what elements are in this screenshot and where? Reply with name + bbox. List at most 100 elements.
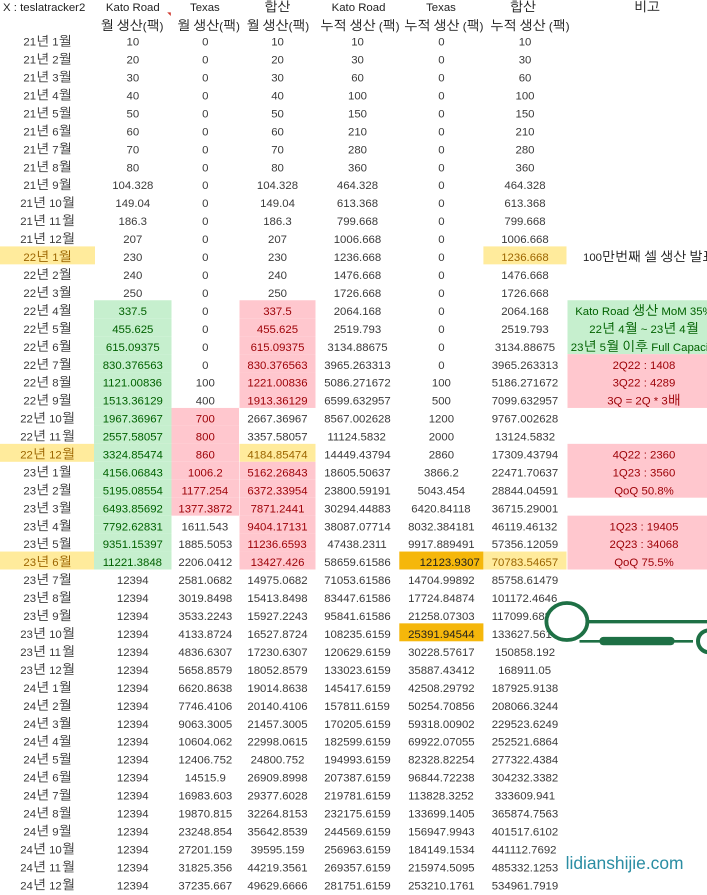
svg-text:441112.7692: 441112.7692 [492, 844, 557, 856]
svg-text:6420.84118: 6420.84118 [411, 503, 470, 515]
svg-text:85758.61479: 85758.61479 [492, 575, 559, 587]
svg-text:1885.5053: 1885.5053 [178, 539, 232, 551]
svg-text:0: 0 [202, 109, 208, 121]
svg-text:0: 0 [438, 180, 444, 192]
svg-text:8: 8 [52, 593, 58, 605]
svg-text:2Q: 2Q [635, 396, 650, 408]
svg-text:230: 230 [123, 252, 142, 264]
svg-text:170205.6159: 170205.6159 [324, 719, 391, 731]
svg-text:(: ( [143, 21, 147, 33]
svg-text:23: 23 [23, 467, 36, 479]
svg-text:207387.6159: 207387.6159 [324, 773, 391, 785]
svg-text:277322.4384: 277322.4384 [492, 755, 559, 767]
svg-text:21: 21 [23, 144, 36, 156]
svg-text:12394: 12394 [117, 737, 149, 749]
svg-text:615.09375: 615.09375 [251, 342, 305, 354]
svg-text:6620.8638: 6620.8638 [178, 683, 232, 695]
svg-text:24: 24 [20, 862, 33, 874]
svg-text:1006.668: 1006.668 [501, 234, 549, 246]
svg-text:12394: 12394 [117, 862, 149, 874]
svg-text:365874.7563: 365874.7563 [492, 809, 559, 821]
svg-text:2Q22: 2Q22 [613, 360, 641, 372]
svg-text:4289: 4289 [650, 378, 675, 390]
svg-text:8: 8 [52, 378, 58, 390]
svg-text:252521.6864: 252521.6864 [492, 737, 559, 749]
svg-text:32264.8153: 32264.8153 [247, 809, 307, 821]
svg-text:208066.3244: 208066.3244 [492, 701, 559, 713]
svg-text:0: 0 [438, 198, 444, 210]
svg-text:26909.8998: 26909.8998 [247, 773, 307, 785]
svg-text:12394: 12394 [117, 701, 149, 713]
svg-text:281751.6159: 281751.6159 [324, 880, 391, 892]
svg-text:16983.603: 16983.603 [178, 791, 232, 803]
svg-text:21: 21 [23, 126, 36, 138]
svg-text:18605.50637: 18605.50637 [324, 467, 391, 479]
svg-text:3533.2243: 3533.2243 [178, 611, 232, 623]
svg-text:5043.454: 5043.454 [418, 485, 466, 497]
svg-text:244569.6159: 244569.6159 [324, 827, 391, 839]
svg-text:69922.07055: 69922.07055 [408, 737, 475, 749]
svg-text:4836.6307: 4836.6307 [178, 647, 232, 659]
svg-text:21: 21 [23, 37, 36, 49]
svg-text:3Q: 3Q [607, 396, 622, 408]
svg-text:104.328: 104.328 [112, 180, 153, 192]
svg-text:12394: 12394 [117, 719, 149, 731]
svg-text:23: 23 [23, 575, 36, 587]
svg-text:23: 23 [23, 539, 36, 551]
svg-text:21457.3005: 21457.3005 [247, 719, 307, 731]
svg-text:24: 24 [20, 880, 33, 892]
svg-text:21: 21 [23, 91, 36, 103]
svg-text:6: 6 [52, 342, 58, 354]
svg-text:7099.632957: 7099.632957 [492, 396, 559, 408]
svg-text:30: 30 [127, 73, 140, 85]
svg-text:12394: 12394 [117, 791, 149, 803]
svg-text:1913.36129: 1913.36129 [247, 396, 307, 408]
svg-text:133699.1405: 133699.1405 [408, 809, 475, 821]
svg-text:30: 30 [519, 55, 532, 67]
svg-text:27201.159: 27201.159 [178, 844, 232, 856]
svg-text::: : [644, 360, 647, 372]
svg-text:2206.0412: 2206.0412 [178, 557, 232, 569]
svg-text:1006.668: 1006.668 [334, 234, 382, 246]
svg-text:50: 50 [127, 109, 140, 121]
svg-text:5: 5 [52, 109, 58, 121]
svg-text:613.368: 613.368 [337, 198, 378, 210]
svg-text:2519.793: 2519.793 [334, 324, 382, 336]
svg-text:5: 5 [52, 324, 58, 336]
svg-text:30: 30 [271, 73, 284, 85]
svg-text:12: 12 [49, 665, 62, 677]
svg-text:100: 100 [432, 378, 451, 390]
svg-text:4: 4 [679, 324, 685, 336]
svg-text:12394: 12394 [117, 755, 149, 767]
svg-text:35642.8539: 35642.8539 [247, 827, 307, 839]
svg-text:2064.168: 2064.168 [334, 306, 382, 318]
svg-text:0: 0 [438, 162, 444, 174]
svg-text:256963.6159: 256963.6159 [324, 844, 391, 856]
svg-text:7746.4106: 7746.4106 [178, 701, 232, 713]
svg-text:2519.793: 2519.793 [501, 324, 549, 336]
svg-text:19014.8638: 19014.8638 [247, 683, 307, 695]
svg-text:): ) [236, 21, 240, 33]
svg-text:3134.88675: 3134.88675 [495, 342, 555, 354]
svg-text:13427.426: 13427.426 [251, 557, 305, 569]
svg-text:5086.271672: 5086.271672 [324, 378, 391, 390]
svg-text:49629.6666: 49629.6666 [247, 880, 307, 892]
svg-text:3: 3 [52, 288, 58, 300]
svg-text:1476.668: 1476.668 [334, 270, 382, 282]
svg-text:3560: 3560 [650, 467, 675, 479]
svg-text:11: 11 [49, 647, 61, 659]
svg-text:Texas: Texas [190, 2, 220, 14]
svg-text:10: 10 [49, 414, 62, 426]
svg-text:360: 360 [348, 162, 367, 174]
svg-text:0: 0 [438, 342, 444, 354]
svg-text:22: 22 [23, 288, 36, 300]
svg-text:Road: Road [602, 306, 629, 318]
svg-text:7: 7 [52, 360, 58, 372]
svg-text:teslatracker2: teslatracker2 [20, 2, 85, 14]
svg-text:194993.6159: 194993.6159 [324, 755, 391, 767]
svg-text:1: 1 [52, 467, 58, 479]
svg-text:207: 207 [268, 234, 287, 246]
svg-text:23: 23 [20, 665, 33, 677]
svg-text:21: 21 [23, 55, 36, 67]
svg-text:23: 23 [23, 593, 36, 605]
